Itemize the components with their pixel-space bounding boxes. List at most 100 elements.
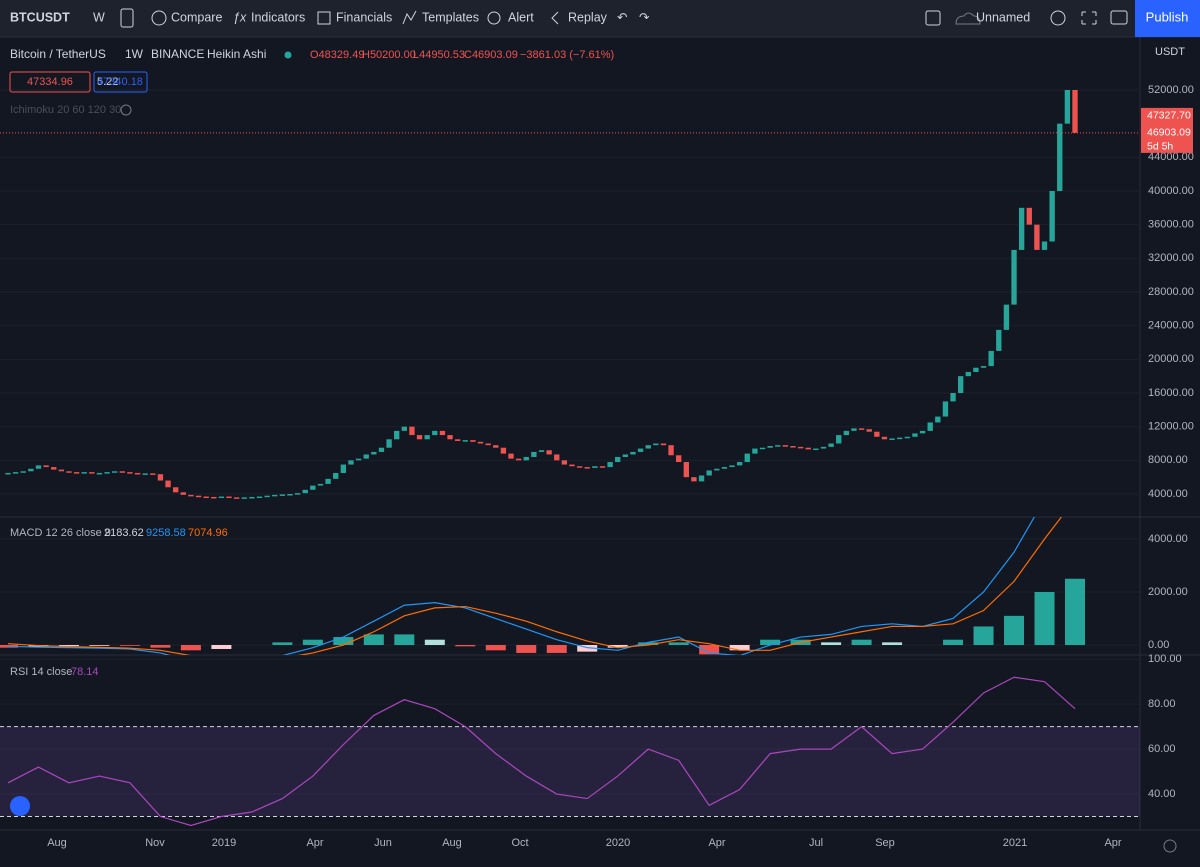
candle — [805, 447, 811, 450]
candle — [378, 447, 385, 452]
candle — [150, 473, 156, 475]
candle — [721, 467, 728, 469]
hidden-icon[interactable] — [120, 104, 132, 116]
candle — [1064, 89, 1071, 124]
x-tick-label: Oct — [511, 837, 528, 849]
candle — [790, 446, 796, 448]
compare-button[interactable]: Compare — [171, 10, 222, 24]
histogram-bar — [699, 645, 720, 655]
undo[interactable]: ↶ — [617, 10, 628, 24]
candle — [622, 454, 629, 457]
fullscreen-icon[interactable] — [1081, 11, 1097, 25]
signal-value: 7074.96 — [188, 527, 228, 539]
y-tick-label: 4000.00 — [1148, 533, 1188, 545]
candle — [599, 466, 606, 468]
interval[interactable]: W — [93, 10, 105, 24]
ichimoku-legend: Ichimoku 20 60 120 30 — [10, 104, 121, 116]
histogram-bar — [882, 642, 903, 646]
candle — [119, 471, 125, 473]
x-tick-label: Jul — [809, 837, 823, 849]
candle — [584, 467, 590, 469]
x-tick-label: Sep — [875, 837, 895, 849]
candle — [500, 447, 507, 454]
candle — [424, 435, 430, 440]
price-label: 5d 5h — [1147, 141, 1173, 153]
legend-interval: 1W — [125, 47, 144, 61]
candle — [73, 472, 80, 474]
histogram-bar — [821, 642, 842, 646]
candle — [942, 401, 949, 417]
candle — [927, 422, 933, 431]
layout-name[interactable]: Unnamed — [976, 10, 1030, 24]
alert-button[interactable]: Alert — [508, 10, 534, 24]
candle — [264, 495, 270, 498]
candle — [881, 436, 888, 440]
candle — [317, 483, 324, 486]
replay-button[interactable]: Replay — [568, 10, 608, 24]
price-label: 46903.09 — [1147, 127, 1191, 139]
candle — [660, 443, 667, 446]
x-tick-label: 2021 — [1003, 837, 1027, 849]
candle — [683, 462, 689, 478]
candle — [241, 497, 247, 499]
layout-icon[interactable] — [925, 10, 941, 26]
symbol-name: Bitcoin / TetherUS — [10, 47, 106, 61]
y-tick-label: 40.00 — [1148, 788, 1176, 800]
indicators-icon: ƒx — [233, 10, 247, 24]
y-tick-label: 40000.00 — [1148, 185, 1194, 197]
symbol[interactable]: BTCUSDT — [10, 10, 70, 24]
macd-value: 9258.58 — [146, 527, 186, 539]
histogram-bar — [516, 645, 537, 653]
currency-label: USDT — [1155, 46, 1185, 58]
candle — [12, 472, 19, 474]
templates-button[interactable]: Templates — [422, 10, 479, 24]
settings-icon[interactable] — [1050, 10, 1066, 26]
chart-style-icon[interactable] — [120, 8, 134, 28]
rsi-line — [7, 676, 1076, 827]
histogram-bar — [272, 642, 293, 646]
candle — [1026, 207, 1032, 225]
x-tick-label: Apr — [708, 837, 725, 849]
candle — [173, 487, 179, 493]
templates-icon — [402, 10, 417, 25]
publish-label[interactable]: Publish — [1146, 9, 1189, 24]
indicators-button[interactable]: Indicators — [251, 10, 305, 24]
publish-button[interactable] — [1135, 0, 1200, 37]
candle — [310, 485, 316, 490]
y-tick-label: 36000.00 — [1148, 219, 1194, 231]
candle — [531, 451, 537, 457]
histogram-bar — [1034, 592, 1055, 646]
candle — [1049, 190, 1055, 242]
macd-title: MACD 12 26 close 9 — [10, 527, 111, 539]
candle — [843, 430, 850, 436]
axis-settings[interactable] — [1163, 839, 1177, 853]
candle — [112, 471, 118, 473]
histogram-bar — [180, 645, 201, 651]
financials-button[interactable]: Financials — [336, 10, 392, 24]
histogram-bar — [546, 645, 567, 653]
candle — [988, 350, 994, 367]
y-tick-label: 4000.00 — [1148, 488, 1188, 500]
candle — [142, 473, 148, 475]
candle — [904, 436, 910, 439]
rsi-value: 78.14 — [71, 666, 99, 678]
candle — [744, 453, 750, 463]
candle — [432, 430, 438, 436]
indicator-line — [7, 517, 1063, 655]
candle — [935, 416, 941, 423]
price-label-box — [1141, 107, 1193, 153]
candle — [538, 450, 545, 452]
compare-icon — [151, 10, 167, 26]
histogram-bar — [760, 639, 781, 646]
snapshot-icon[interactable] — [1110, 10, 1128, 25]
spread: 5.22 — [97, 76, 118, 88]
candle — [462, 440, 468, 442]
y-tick-label: 28000.00 — [1148, 286, 1194, 298]
candle — [736, 462, 743, 466]
histogram-bar — [668, 642, 689, 646]
y-tick-label: 12000.00 — [1148, 421, 1194, 433]
redo[interactable]: ↷ — [639, 10, 650, 24]
candle — [782, 445, 789, 447]
histogram-bar — [302, 639, 323, 646]
logo[interactable] — [10, 796, 30, 816]
